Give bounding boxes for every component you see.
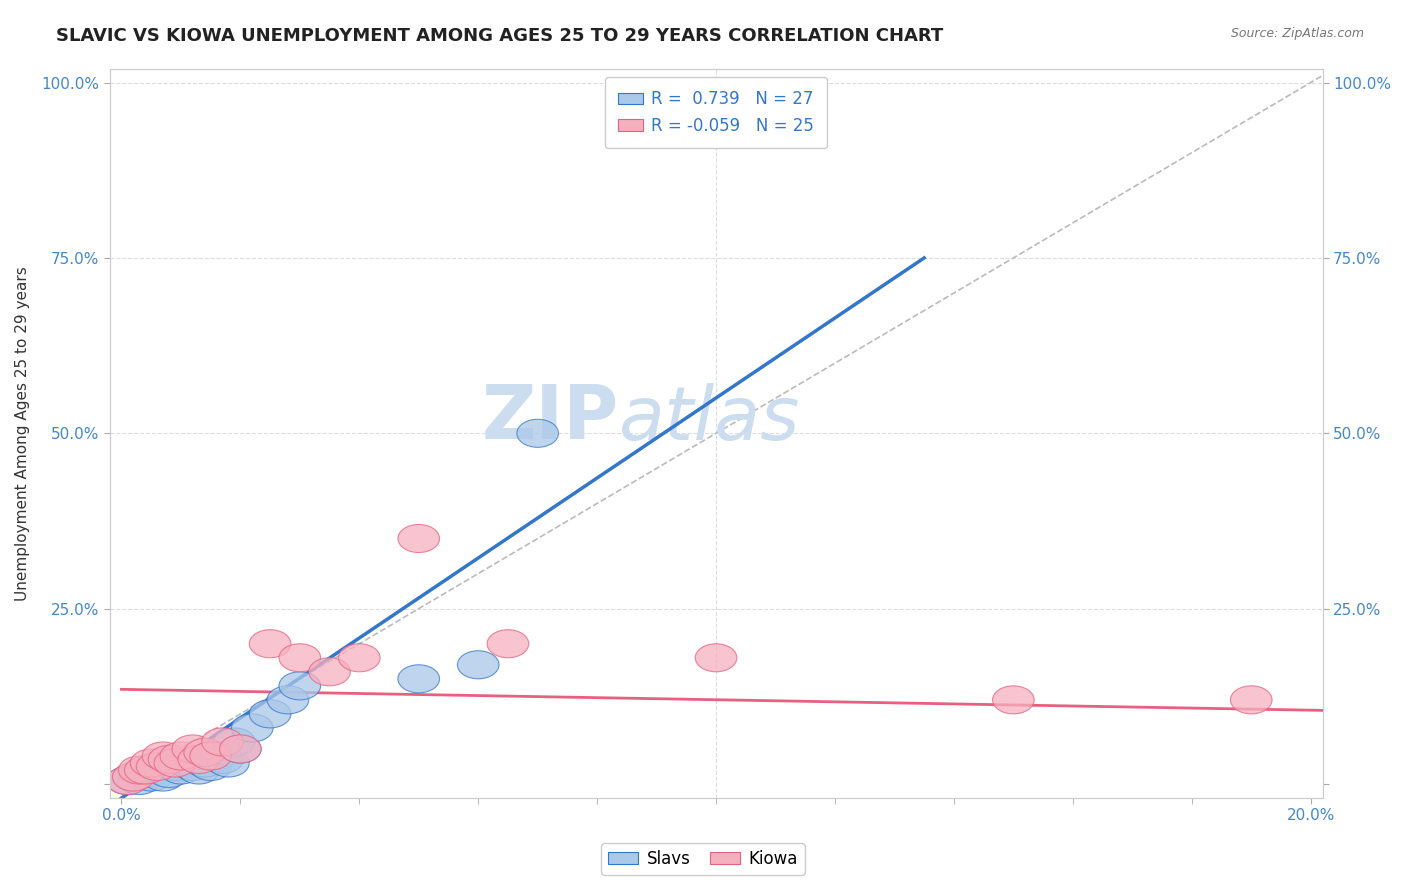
Ellipse shape bbox=[155, 753, 195, 780]
Ellipse shape bbox=[339, 644, 380, 672]
Text: SLAVIC VS KIOWA UNEMPLOYMENT AMONG AGES 25 TO 29 YEARS CORRELATION CHART: SLAVIC VS KIOWA UNEMPLOYMENT AMONG AGES … bbox=[56, 27, 943, 45]
Ellipse shape bbox=[1230, 686, 1272, 714]
Ellipse shape bbox=[208, 749, 249, 777]
Ellipse shape bbox=[124, 759, 166, 788]
Ellipse shape bbox=[278, 672, 321, 700]
Ellipse shape bbox=[267, 686, 309, 714]
Ellipse shape bbox=[695, 644, 737, 672]
Ellipse shape bbox=[160, 756, 201, 784]
Ellipse shape bbox=[179, 746, 219, 773]
Ellipse shape bbox=[184, 749, 225, 777]
Ellipse shape bbox=[214, 728, 256, 756]
Legend: Slavs, Kiowa: Slavs, Kiowa bbox=[602, 844, 804, 875]
Ellipse shape bbox=[124, 756, 166, 784]
Ellipse shape bbox=[172, 753, 214, 780]
Ellipse shape bbox=[201, 746, 243, 773]
Ellipse shape bbox=[148, 746, 190, 773]
Ellipse shape bbox=[107, 766, 148, 795]
Ellipse shape bbox=[184, 739, 225, 766]
Ellipse shape bbox=[136, 753, 179, 780]
Ellipse shape bbox=[190, 753, 232, 780]
Ellipse shape bbox=[131, 763, 172, 791]
Ellipse shape bbox=[195, 742, 238, 770]
Ellipse shape bbox=[993, 686, 1035, 714]
Ellipse shape bbox=[179, 756, 219, 784]
Ellipse shape bbox=[517, 419, 558, 447]
Ellipse shape bbox=[457, 651, 499, 679]
Ellipse shape bbox=[131, 749, 172, 777]
Ellipse shape bbox=[172, 735, 214, 763]
Ellipse shape bbox=[398, 524, 440, 552]
Ellipse shape bbox=[219, 735, 262, 763]
Ellipse shape bbox=[160, 742, 201, 770]
Text: atlas: atlas bbox=[619, 383, 800, 455]
Ellipse shape bbox=[278, 644, 321, 672]
Ellipse shape bbox=[398, 665, 440, 693]
Y-axis label: Unemployment Among Ages 25 to 29 years: Unemployment Among Ages 25 to 29 years bbox=[15, 266, 30, 600]
Ellipse shape bbox=[166, 749, 208, 777]
Ellipse shape bbox=[136, 756, 179, 784]
Text: ZIP: ZIP bbox=[482, 382, 619, 455]
Ellipse shape bbox=[148, 759, 190, 788]
Ellipse shape bbox=[112, 763, 155, 791]
Ellipse shape bbox=[142, 763, 184, 791]
Ellipse shape bbox=[249, 700, 291, 728]
Ellipse shape bbox=[142, 742, 184, 770]
Ellipse shape bbox=[155, 749, 195, 777]
Ellipse shape bbox=[309, 657, 350, 686]
Ellipse shape bbox=[232, 714, 273, 742]
Ellipse shape bbox=[112, 763, 155, 791]
Text: Source: ZipAtlas.com: Source: ZipAtlas.com bbox=[1230, 27, 1364, 40]
Ellipse shape bbox=[118, 766, 160, 795]
Ellipse shape bbox=[249, 630, 291, 657]
Legend: R =  0.739   N = 27, R = -0.059   N = 25: R = 0.739 N = 27, R = -0.059 N = 25 bbox=[605, 77, 828, 148]
Ellipse shape bbox=[190, 742, 232, 770]
Ellipse shape bbox=[201, 728, 243, 756]
Ellipse shape bbox=[219, 735, 262, 763]
Ellipse shape bbox=[118, 756, 160, 784]
Ellipse shape bbox=[486, 630, 529, 657]
Ellipse shape bbox=[107, 766, 148, 795]
